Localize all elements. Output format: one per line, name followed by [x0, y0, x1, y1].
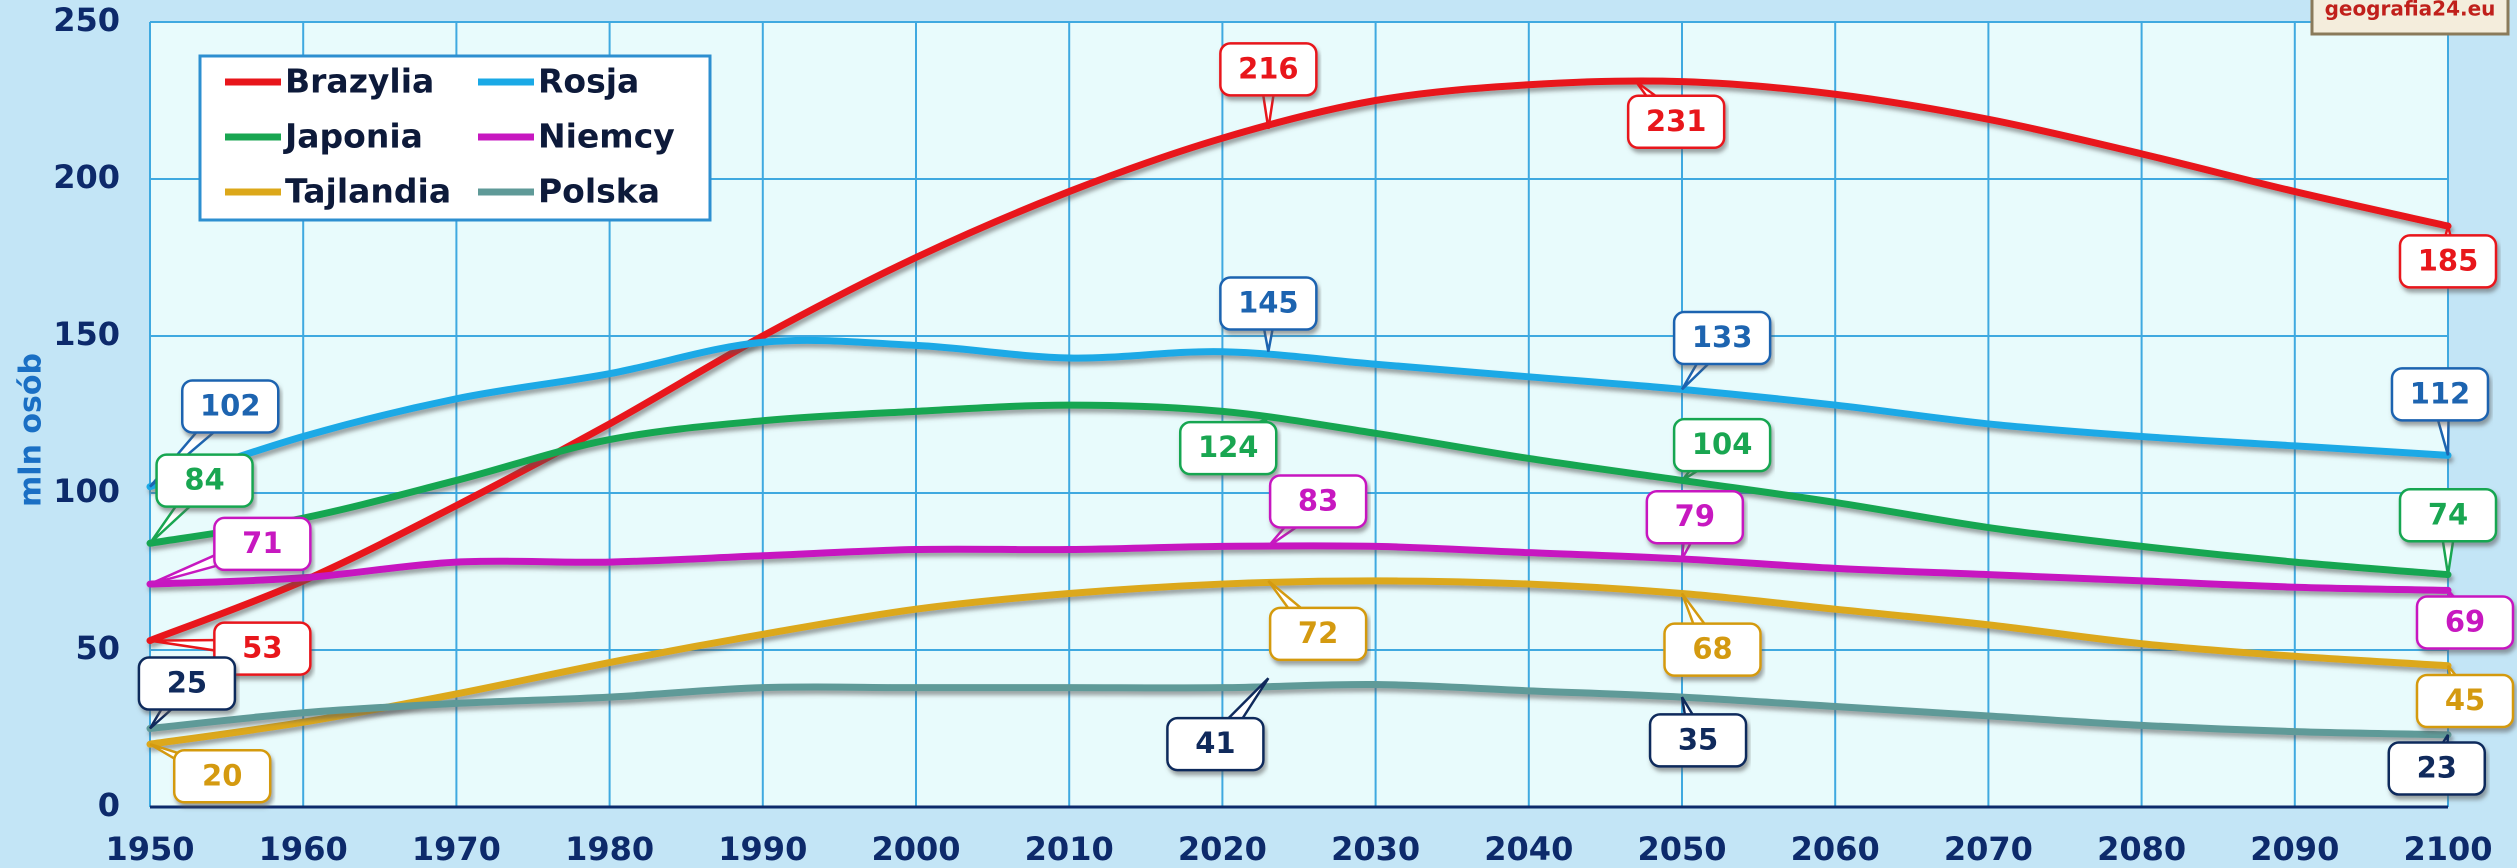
- callout-box: [2415, 595, 2515, 650]
- x-tick-label: 2100: [2403, 830, 2492, 868]
- callout-label: 23: [2417, 750, 2457, 784]
- callout-box: [2398, 234, 2498, 289]
- callout-box: [137, 656, 237, 711]
- logo: geografia24.eu: [2325, 0, 2496, 21]
- callout-label: 53: [242, 631, 282, 665]
- y-tick-label: 50: [75, 629, 120, 667]
- callout-label: 216: [1238, 51, 1299, 85]
- series-line: [146, 77, 2452, 645]
- x-tick-label: 2010: [1025, 830, 1114, 868]
- series-line: [146, 336, 2452, 491]
- callout-box: [1178, 420, 1278, 476]
- callout-box: [1626, 94, 1726, 150]
- x-tick-label: 2060: [1791, 830, 1880, 868]
- callout-box: [1268, 474, 1368, 529]
- x-tick-label: 1980: [565, 830, 654, 868]
- callout-label: 74: [2428, 497, 2468, 531]
- callout-label: 83: [1298, 483, 1338, 517]
- callout-box: [213, 516, 312, 572]
- y-tick-label: 150: [53, 315, 120, 353]
- callout-label: 102: [200, 388, 261, 422]
- callout-box: [1672, 417, 1772, 473]
- callout-label: 68: [1692, 632, 1732, 666]
- series-line: [146, 401, 2452, 579]
- callout-box: [155, 453, 254, 508]
- callout-box: [2415, 673, 2515, 729]
- callout-box: [1219, 276, 1318, 331]
- callout-label: 20: [202, 758, 242, 792]
- callout-box: [1268, 606, 1368, 662]
- callout-label: 231: [1646, 104, 1707, 138]
- callout-label: 79: [1675, 499, 1715, 533]
- x-tick-label: 2040: [1484, 830, 1573, 868]
- callout-label: 35: [1678, 722, 1718, 756]
- legend-label: Brazylia: [285, 62, 434, 101]
- callout-box: [2387, 741, 2487, 796]
- callout-box: [1645, 489, 1745, 545]
- legend-label: Japonia: [283, 117, 423, 156]
- y-tick-label: 100: [53, 472, 120, 510]
- x-tick-label: 2020: [1178, 830, 1267, 868]
- callout-label: 124: [1198, 430, 1259, 464]
- series-line: [146, 542, 2452, 594]
- x-tick-label: 2090: [2250, 830, 2339, 868]
- y-tick-label: 200: [53, 158, 120, 196]
- y-tick-label: 250: [53, 1, 120, 39]
- legend-label: Polska: [538, 172, 660, 211]
- y-tick-label: 0: [98, 786, 120, 824]
- series-line: [146, 577, 2452, 748]
- x-tick-label: 2030: [1331, 830, 1420, 868]
- callout-label: 45: [2445, 683, 2485, 717]
- x-tick-label: 1970: [412, 830, 501, 868]
- callout-label: 112: [2410, 376, 2471, 410]
- callout-box: [213, 621, 312, 676]
- callout-box: [1672, 310, 1772, 366]
- legend: [198, 54, 712, 222]
- callout-label: 133: [1692, 320, 1753, 354]
- series-line: [146, 680, 2452, 739]
- x-tick-label: 2000: [871, 830, 960, 868]
- callout-box: [1648, 713, 1748, 768]
- x-tick-label: 1990: [718, 830, 807, 868]
- callout-label: 71: [242, 526, 282, 560]
- callout-box: [1219, 42, 1318, 97]
- logo-box: [2310, 0, 2510, 36]
- x-tick-label: 1960: [259, 830, 348, 868]
- callout-label: 84: [184, 463, 224, 497]
- x-tick-label: 2080: [2097, 830, 2186, 868]
- x-tick-label: 2070: [1944, 830, 2033, 868]
- legend-label: Niemcy: [538, 117, 675, 156]
- callout-box: [2390, 367, 2490, 422]
- x-tick-label: 1950: [105, 830, 194, 868]
- y-axis-label: mln osób: [14, 353, 49, 507]
- callout-box: [181, 379, 280, 434]
- callout-label: 185: [2418, 243, 2479, 277]
- callout-label: 72: [1298, 616, 1338, 650]
- callout-label: 104: [1692, 427, 1753, 461]
- callout-label: 25: [167, 666, 207, 700]
- callout-box: [1663, 622, 1762, 677]
- callout-label: 145: [1238, 286, 1299, 320]
- callout-label: 69: [2445, 604, 2485, 638]
- legend-label: Tajlandia: [285, 172, 451, 211]
- callout-box: [172, 749, 272, 804]
- legend-label: Rosja: [538, 62, 639, 101]
- callout-box: [1166, 716, 1265, 772]
- callout-label: 41: [1195, 726, 1235, 760]
- x-tick-label: 2050: [1637, 830, 1726, 868]
- callout-box: [2398, 488, 2498, 543]
